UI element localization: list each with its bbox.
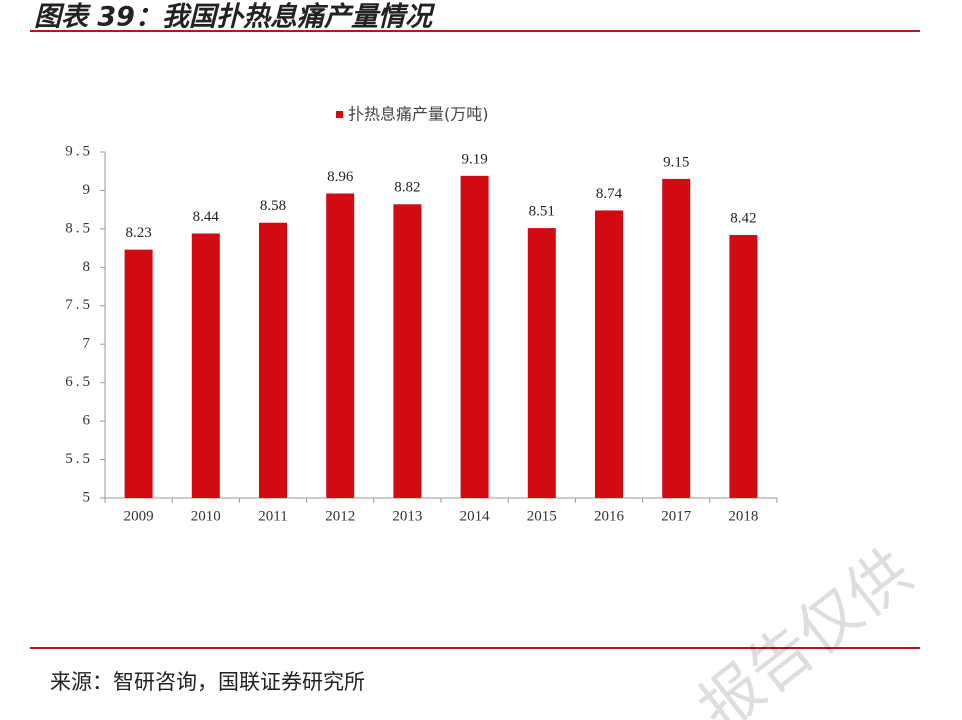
value-label: 9.15 xyxy=(663,154,689,170)
value-label: 8.51 xyxy=(529,204,555,220)
x-tick-label: 2016 xyxy=(594,508,625,524)
bar xyxy=(191,233,220,498)
x-tick-label: 2012 xyxy=(325,508,355,524)
bar xyxy=(527,228,556,498)
y-tick-label: 7.5 xyxy=(65,297,93,313)
value-label: 9.19 xyxy=(461,151,487,167)
watermark: 报告仅供 xyxy=(685,535,925,720)
y-tick-label: 5.5 xyxy=(65,451,93,467)
x-tick-label: 2015 xyxy=(527,508,557,524)
y-tick-label: 9.5 xyxy=(65,143,93,159)
y-tick-label: 8.5 xyxy=(65,220,93,236)
title: 图表 39：我国扑热息痛产量情况 xyxy=(34,2,436,33)
bar xyxy=(259,222,287,498)
bar xyxy=(124,249,153,498)
x-tick-label: 2013 xyxy=(392,508,422,524)
x-tick-label: 2011 xyxy=(258,508,287,524)
value-label: 8.58 xyxy=(260,198,286,214)
value-label: 8.82 xyxy=(394,180,420,196)
x-tick-label: 2010 xyxy=(191,508,221,524)
value-label: 8.23 xyxy=(125,225,151,241)
y-tick-label: 8 xyxy=(83,259,94,275)
value-label: 8.74 xyxy=(596,186,623,202)
y-tick-label: 7 xyxy=(83,336,94,352)
bar xyxy=(729,235,758,499)
y-tick-label: 6.5 xyxy=(65,374,93,390)
source: 来源：智研咨询，国联证券研究所 xyxy=(50,670,365,694)
y-tick-label: 5 xyxy=(83,489,94,505)
plot: 5 5.5 6 6.5 7 7.5 8 8.5 9 9.5 2009 2010 2011 2012 2013… xyxy=(65,105,778,524)
bar xyxy=(393,204,422,499)
x-tick-label: 2017 xyxy=(661,508,692,524)
x-tick-label: 2009 xyxy=(124,508,154,524)
value-label: 8.42 xyxy=(730,210,756,226)
legend-label: 扑热息痛产量(万吨) xyxy=(348,105,489,124)
y-tick-label: 6 xyxy=(83,413,94,429)
x-tick-label: 2014 xyxy=(460,508,491,524)
value-label: 8.44 xyxy=(193,209,220,225)
bar xyxy=(460,175,489,498)
bar xyxy=(662,178,691,498)
y-tick-label: 9 xyxy=(83,182,94,198)
bar xyxy=(326,193,355,498)
value-label: 8.96 xyxy=(327,169,354,185)
x-tick-label: 2018 xyxy=(728,508,758,524)
bar xyxy=(595,210,623,499)
legend-swatch xyxy=(336,111,343,118)
